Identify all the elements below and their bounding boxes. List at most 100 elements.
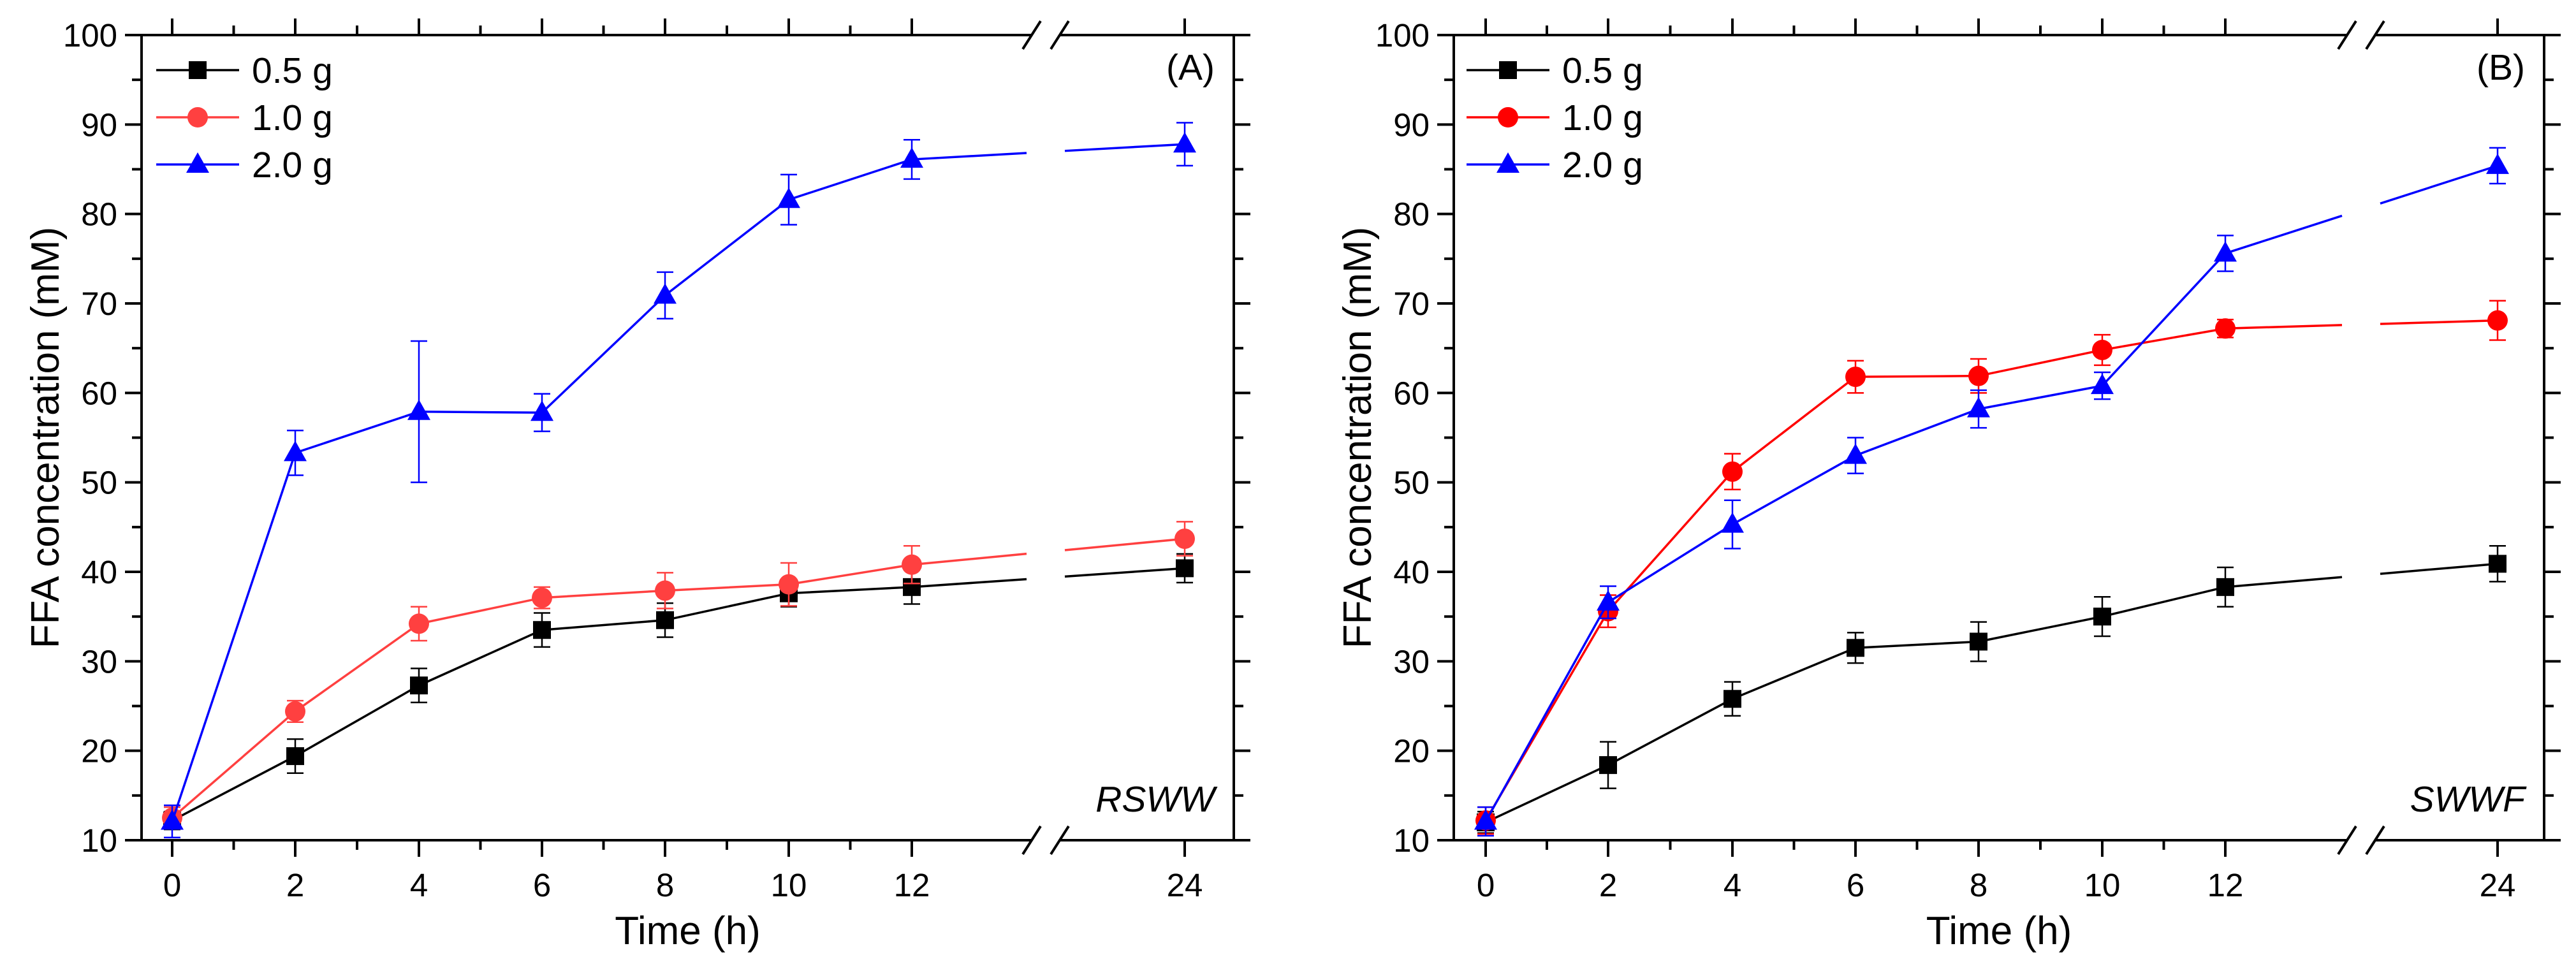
- series-line: [911, 578, 1027, 588]
- y-tick-label: 20: [1393, 733, 1430, 769]
- axis-break-mark: [2365, 825, 2385, 856]
- x-axis-title: Time (h): [1926, 909, 2072, 953]
- legend-label: 1.0 g: [252, 98, 333, 138]
- y-tick-label: 60: [1393, 375, 1430, 411]
- axis-break-mark: [1021, 20, 1042, 50]
- data-point: [1844, 443, 1867, 464]
- panel-label: (A): [1166, 47, 1215, 88]
- legend-marker: [1498, 107, 1518, 127]
- y-axis-title: FFA concentration (mM): [24, 227, 68, 649]
- x-tick-label: 4: [410, 867, 428, 903]
- series-line: [1484, 327, 2226, 822]
- y-tick-label: 90: [1393, 106, 1430, 143]
- x-tick-label: 12: [894, 867, 930, 903]
- series-line: [1064, 143, 1185, 152]
- series-line: [2380, 164, 2498, 205]
- y-tick-label: 30: [81, 643, 117, 680]
- x-tick-label: 10: [771, 867, 807, 903]
- x-tick-label: 10: [2084, 867, 2121, 903]
- legend-label: 2.0 g: [1562, 145, 1643, 186]
- series-line: [911, 552, 1027, 566]
- data-point: [900, 147, 923, 168]
- y-tick-label: 30: [1393, 643, 1430, 680]
- data-point: [285, 701, 305, 722]
- y-tick-label: 80: [81, 196, 117, 233]
- y-tick-label: 10: [1393, 822, 1430, 859]
- y-tick-label: 50: [1393, 465, 1430, 501]
- data-point: [1175, 528, 1195, 550]
- data-point: [409, 613, 429, 634]
- data-point: [1967, 397, 1990, 418]
- series-line: [1484, 252, 2227, 822]
- x-tick-label: 12: [2207, 867, 2244, 903]
- data-point: [2486, 153, 2509, 174]
- series-line: [2225, 324, 2343, 330]
- data-point: [2092, 339, 2112, 360]
- legend-marker: [189, 61, 207, 79]
- sample-label: SWWF: [2410, 779, 2528, 820]
- series-line: [911, 152, 1027, 161]
- x-tick-label: 24: [2480, 867, 2516, 903]
- y-tick-label: 80: [1393, 196, 1430, 233]
- data-point: [2214, 241, 2237, 262]
- data-point: [656, 611, 674, 629]
- data-point: [2215, 318, 2236, 339]
- x-tick-label: 2: [1599, 867, 1617, 903]
- data-point: [286, 747, 304, 766]
- data-point: [1722, 461, 1743, 482]
- series-20g: [161, 122, 1196, 839]
- series-10g: [162, 521, 1195, 830]
- series-line: [2225, 576, 2343, 588]
- axis-break-mark: [2337, 20, 2357, 50]
- x-axis-title: Time (h): [615, 909, 760, 953]
- panel-label: (B): [2477, 47, 2525, 88]
- x-tick-label: 8: [1970, 867, 1987, 903]
- data-point: [1721, 512, 1744, 533]
- data-point: [777, 187, 800, 208]
- data-point: [1968, 365, 1989, 386]
- data-point: [2487, 310, 2508, 331]
- x-tick-label: 24: [1167, 867, 1203, 903]
- axis-break-mark: [1021, 825, 1042, 856]
- legend-label: 0.5 g: [252, 50, 333, 91]
- legend-marker: [186, 152, 209, 173]
- x-tick-label: 4: [1723, 867, 1741, 903]
- series-20g: [1474, 147, 2509, 837]
- data-point: [902, 554, 922, 575]
- data-point: [654, 283, 677, 304]
- data-point: [2091, 374, 2114, 395]
- axis-break-mark: [2337, 825, 2357, 856]
- data-point: [284, 441, 307, 462]
- axis-break-mark: [1050, 825, 1070, 856]
- legend-marker: [187, 107, 208, 127]
- data-point: [655, 580, 675, 601]
- data-point: [779, 574, 799, 595]
- data-point: [1599, 756, 1617, 775]
- legend-marker: [1499, 61, 1517, 79]
- y-tick-label: 100: [63, 17, 117, 54]
- data-point: [1970, 632, 1987, 651]
- legend-label: 2.0 g: [252, 145, 333, 186]
- y-axis-title: FFA concentration (mM): [1336, 227, 1380, 649]
- axis-break-mark: [2365, 20, 2385, 50]
- y-tick-label: 40: [81, 554, 117, 590]
- x-tick-label: 6: [533, 867, 551, 903]
- data-point: [2489, 555, 2506, 573]
- data-point: [410, 676, 428, 695]
- y-tick-label: 100: [1375, 17, 1430, 54]
- data-point: [1176, 559, 1194, 578]
- y-tick-label: 70: [81, 286, 117, 322]
- y-tick-label: 40: [1393, 554, 1430, 590]
- data-point: [533, 621, 551, 639]
- y-tick-label: 10: [81, 822, 117, 859]
- series-line: [2380, 319, 2498, 325]
- x-tick-label: 0: [1477, 867, 1495, 903]
- x-tick-label: 2: [286, 867, 304, 903]
- data-point: [531, 400, 553, 421]
- sample-label: RSWW: [1095, 779, 1218, 820]
- series-line: [2380, 562, 2498, 575]
- legend-label: 1.0 g: [1562, 98, 1643, 138]
- x-tick-label: 0: [163, 867, 181, 903]
